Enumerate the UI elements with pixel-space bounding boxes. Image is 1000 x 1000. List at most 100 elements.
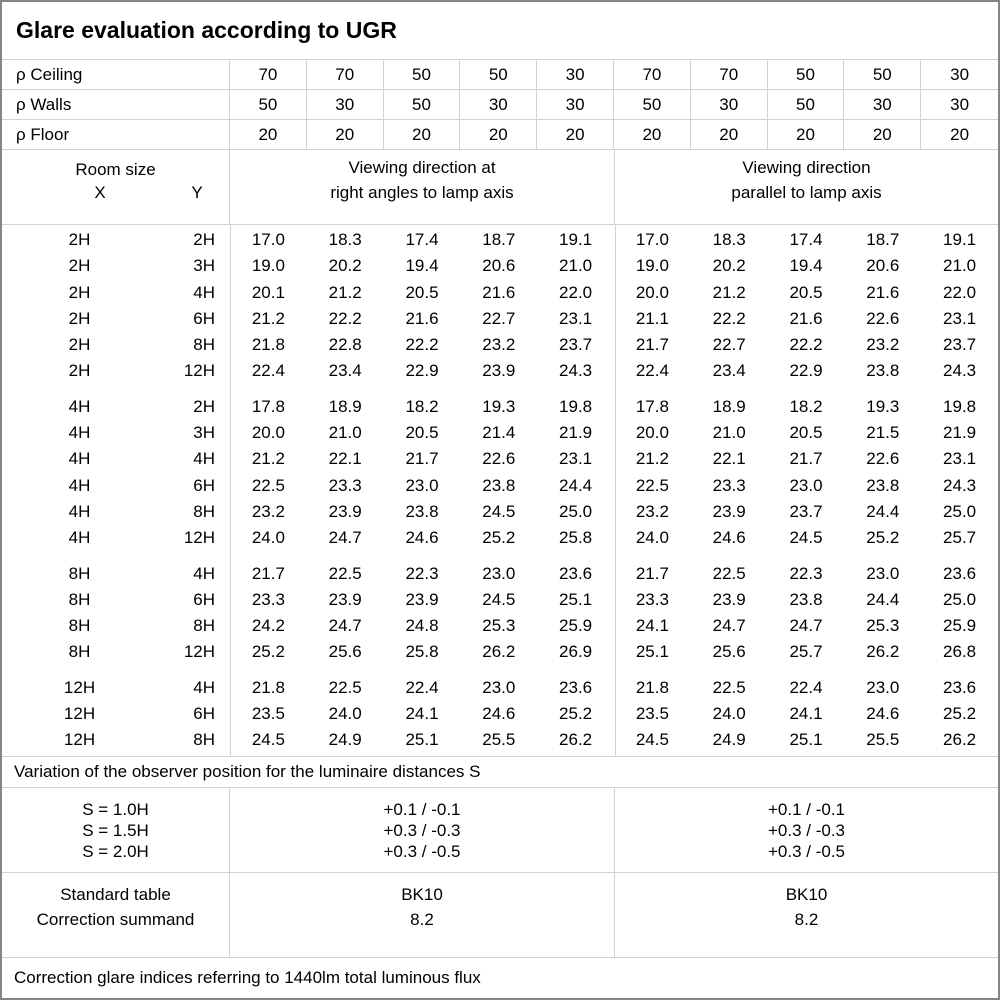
ugr-row: 2H 3H 19.0 20.2 19.4 20.6 21.0 19.0 20.2 19.4 20.6… [2,253,998,279]
ugr-value-right-angles: 20.5 [405,282,439,302]
room-size-cell: 8H 4H [2,561,230,587]
ugr-block: 8H 4H 21.7 22.5 22.3 23.0 23.6 21.7 22.5 22.3 23.0… [2,561,998,666]
ugr-value-right-angles: 24.5 [482,589,516,609]
ugr-value-right-angles: 25.8 [405,642,439,662]
spacing-value-parallel: +0.1 / -0.1 [767,799,846,819]
ugr-value-parallel: 18.3 [712,230,746,249]
ugr-value-parallel: 21.0 [943,256,977,276]
ugr-value-right-angles: 23.3 [251,589,285,609]
spacing-label: S = 1.5H [82,820,149,840]
ugr-data-area: 2H 2H 17.0 18.3 17.4 18.7 19.1 17.0 18.3 17.4 18.7… [2,225,998,757]
ugr-value-parallel: 19.1 [943,230,977,249]
ugr-value-parallel: 23.0 [866,563,900,583]
ugr-value-parallel: 24.9 [712,730,746,750]
room-size-cell: 4H 6H [2,473,230,499]
ugr-value-right-angles: 18.9 [328,396,362,416]
ugr-value-parallel: 21.2 [635,449,669,469]
ugr-value-parallel: 20.6 [866,256,900,276]
ugr-value-parallel: 21.9 [943,423,977,443]
ugr-value-parallel: 24.1 [789,704,823,724]
ugr-row: 4H 12H 24.0 24.7 24.6 25.2 25.8 24.0 24.6 24.5 25.… [2,525,998,551]
ugr-value-right-angles: 26.9 [559,642,593,662]
right-angles-heading-line2: right angles to lamp axis [330,183,514,202]
spacing-value-right-angles: +0.1 / -0.1 [383,799,461,819]
spacing-parallel-cell: +0.1 / -0.1 +0.3 / -0.3 +0.3 / -0.5 [615,788,998,872]
ugr-value-parallel: 20.0 [635,282,669,302]
room-x-value: 12H [63,730,96,750]
ugr-value-parallel: 25.5 [866,730,900,750]
reflectance-value: 20 [537,120,614,149]
ugr-value-right-angles: 25.2 [251,642,285,662]
reflectance-value: 20 [460,120,538,149]
room-y-value: 12H [183,361,215,381]
room-x-value: 8H [68,589,91,609]
room-x-label: X [94,183,106,202]
reflectance-value: 30 [691,90,768,119]
standard-value-right-angles: 8.2 [410,910,434,929]
room-y-value: 2H [193,230,215,249]
ugr-value-right-angles: 23.9 [328,501,362,521]
standard-table-section: Standard table Correction summand BK10 8.2… [2,873,998,958]
ugr-value-parallel: 21.8 [635,677,669,697]
ugr-value-right-angles: 23.4 [328,361,362,381]
spacing-section: S = 1.0H S = 1.5H S = 2.0H +0.1 / -0.1 +0.3… [2,788,998,873]
room-y-value: 8H [193,616,215,636]
reflectance-value: 30 [844,90,922,119]
ugr-value-parallel: 24.5 [635,730,669,750]
footer-note: Correction glare indices referring to 14… [14,968,481,987]
ugr-value-parallel: 21.1 [635,308,669,328]
ugr-value-right-angles: 18.7 [482,230,516,249]
room-y-value: 6H [193,475,215,495]
ugr-row: 4H 2H 17.8 18.9 18.2 19.3 19.8 17.8 18.9 18.2 19.3… [2,394,998,420]
ugr-row: 4H 6H 22.5 23.3 23.0 23.8 24.4 22.5 23.3 23.0 23.8… [2,473,998,499]
standard-labels-cell: Standard table Correction summand [2,873,230,957]
room-y-value: 6H [193,308,215,328]
ugr-value-right-angles: 25.2 [559,704,593,724]
ugr-value-right-angles: 21.0 [328,423,362,443]
reflectance-value: 50 [614,90,691,119]
ugr-value-parallel: 21.7 [789,449,823,469]
ugr-value-parallel: 22.9 [789,361,823,381]
ugr-row: 8H 6H 23.3 23.9 23.9 24.5 25.1 23.3 23.9 23.8 24.4… [2,587,998,613]
ugr-value-right-angles: 24.5 [251,730,285,750]
ugr-value-parallel: 17.4 [789,230,823,249]
ugr-value-parallel: 23.9 [712,589,746,609]
ugr-value-right-angles: 23.8 [482,475,516,495]
ugr-value-right-angles: 19.3 [482,396,516,416]
ugr-value-parallel: 22.7 [712,335,746,355]
ugr-value-right-angles: 22.2 [328,308,362,328]
ugr-value-right-angles: 21.8 [251,335,285,355]
ugr-value-right-angles: 22.8 [328,335,362,355]
ugr-value-right-angles: 23.6 [559,563,593,583]
ugr-value-parallel: 25.1 [789,730,823,750]
reflectance-value: 20 [614,120,691,149]
reflectance-value: 20 [691,120,768,149]
ugr-value-parallel: 22.5 [635,475,669,495]
ugr-value-right-angles: 22.6 [482,449,516,469]
room-x-value: 2H [68,361,91,381]
reflectance-value: 20 [307,120,384,149]
reflectance-value: 20 [384,120,461,149]
ugr-block: 2H 2H 17.0 18.3 17.4 18.7 19.1 17.0 18.3 17.4 18.7… [2,227,998,385]
standard-right-angles-cell: BK10 8.2 [230,873,615,957]
ugr-value-right-angles: 21.7 [251,563,285,583]
ugr-value-right-angles: 22.7 [482,308,516,328]
ugr-value-right-angles: 23.0 [482,563,516,583]
ugr-value-parallel: 25.0 [943,589,977,609]
ugr-row: 2H 6H 21.2 22.2 21.6 22.7 23.1 21.1 22.2 21.6 22.6… [2,306,998,332]
ugr-value-right-angles: 22.9 [405,361,439,381]
ugr-block: 12H 4H 21.8 22.5 22.4 23.0 23.6 21.8 22.5 22.4 23.… [2,675,998,754]
ugr-value-parallel: 24.3 [943,361,977,381]
ugr-value-right-angles: 22.0 [559,282,593,302]
right-angles-heading-line1: Viewing direction at [348,158,496,177]
ugr-row: 8H 8H 24.2 24.7 24.8 25.3 25.9 24.1 24.7 24.7 25.3… [2,613,998,639]
ugr-value-right-angles: 24.3 [559,361,593,381]
ugr-row: 2H 2H 17.0 18.3 17.4 18.7 19.1 17.0 18.3 17.4 18.7… [2,227,998,253]
spacing-label: S = 1.0H [82,799,149,819]
ugr-value-right-angles: 20.5 [405,423,439,443]
reflectance-value: 30 [307,90,384,119]
ugr-value-parallel: 22.0 [943,282,977,302]
ugr-value-right-angles: 22.4 [251,361,285,381]
reflectance-value: 50 [768,60,845,89]
ugr-value-parallel: 22.3 [789,563,823,583]
